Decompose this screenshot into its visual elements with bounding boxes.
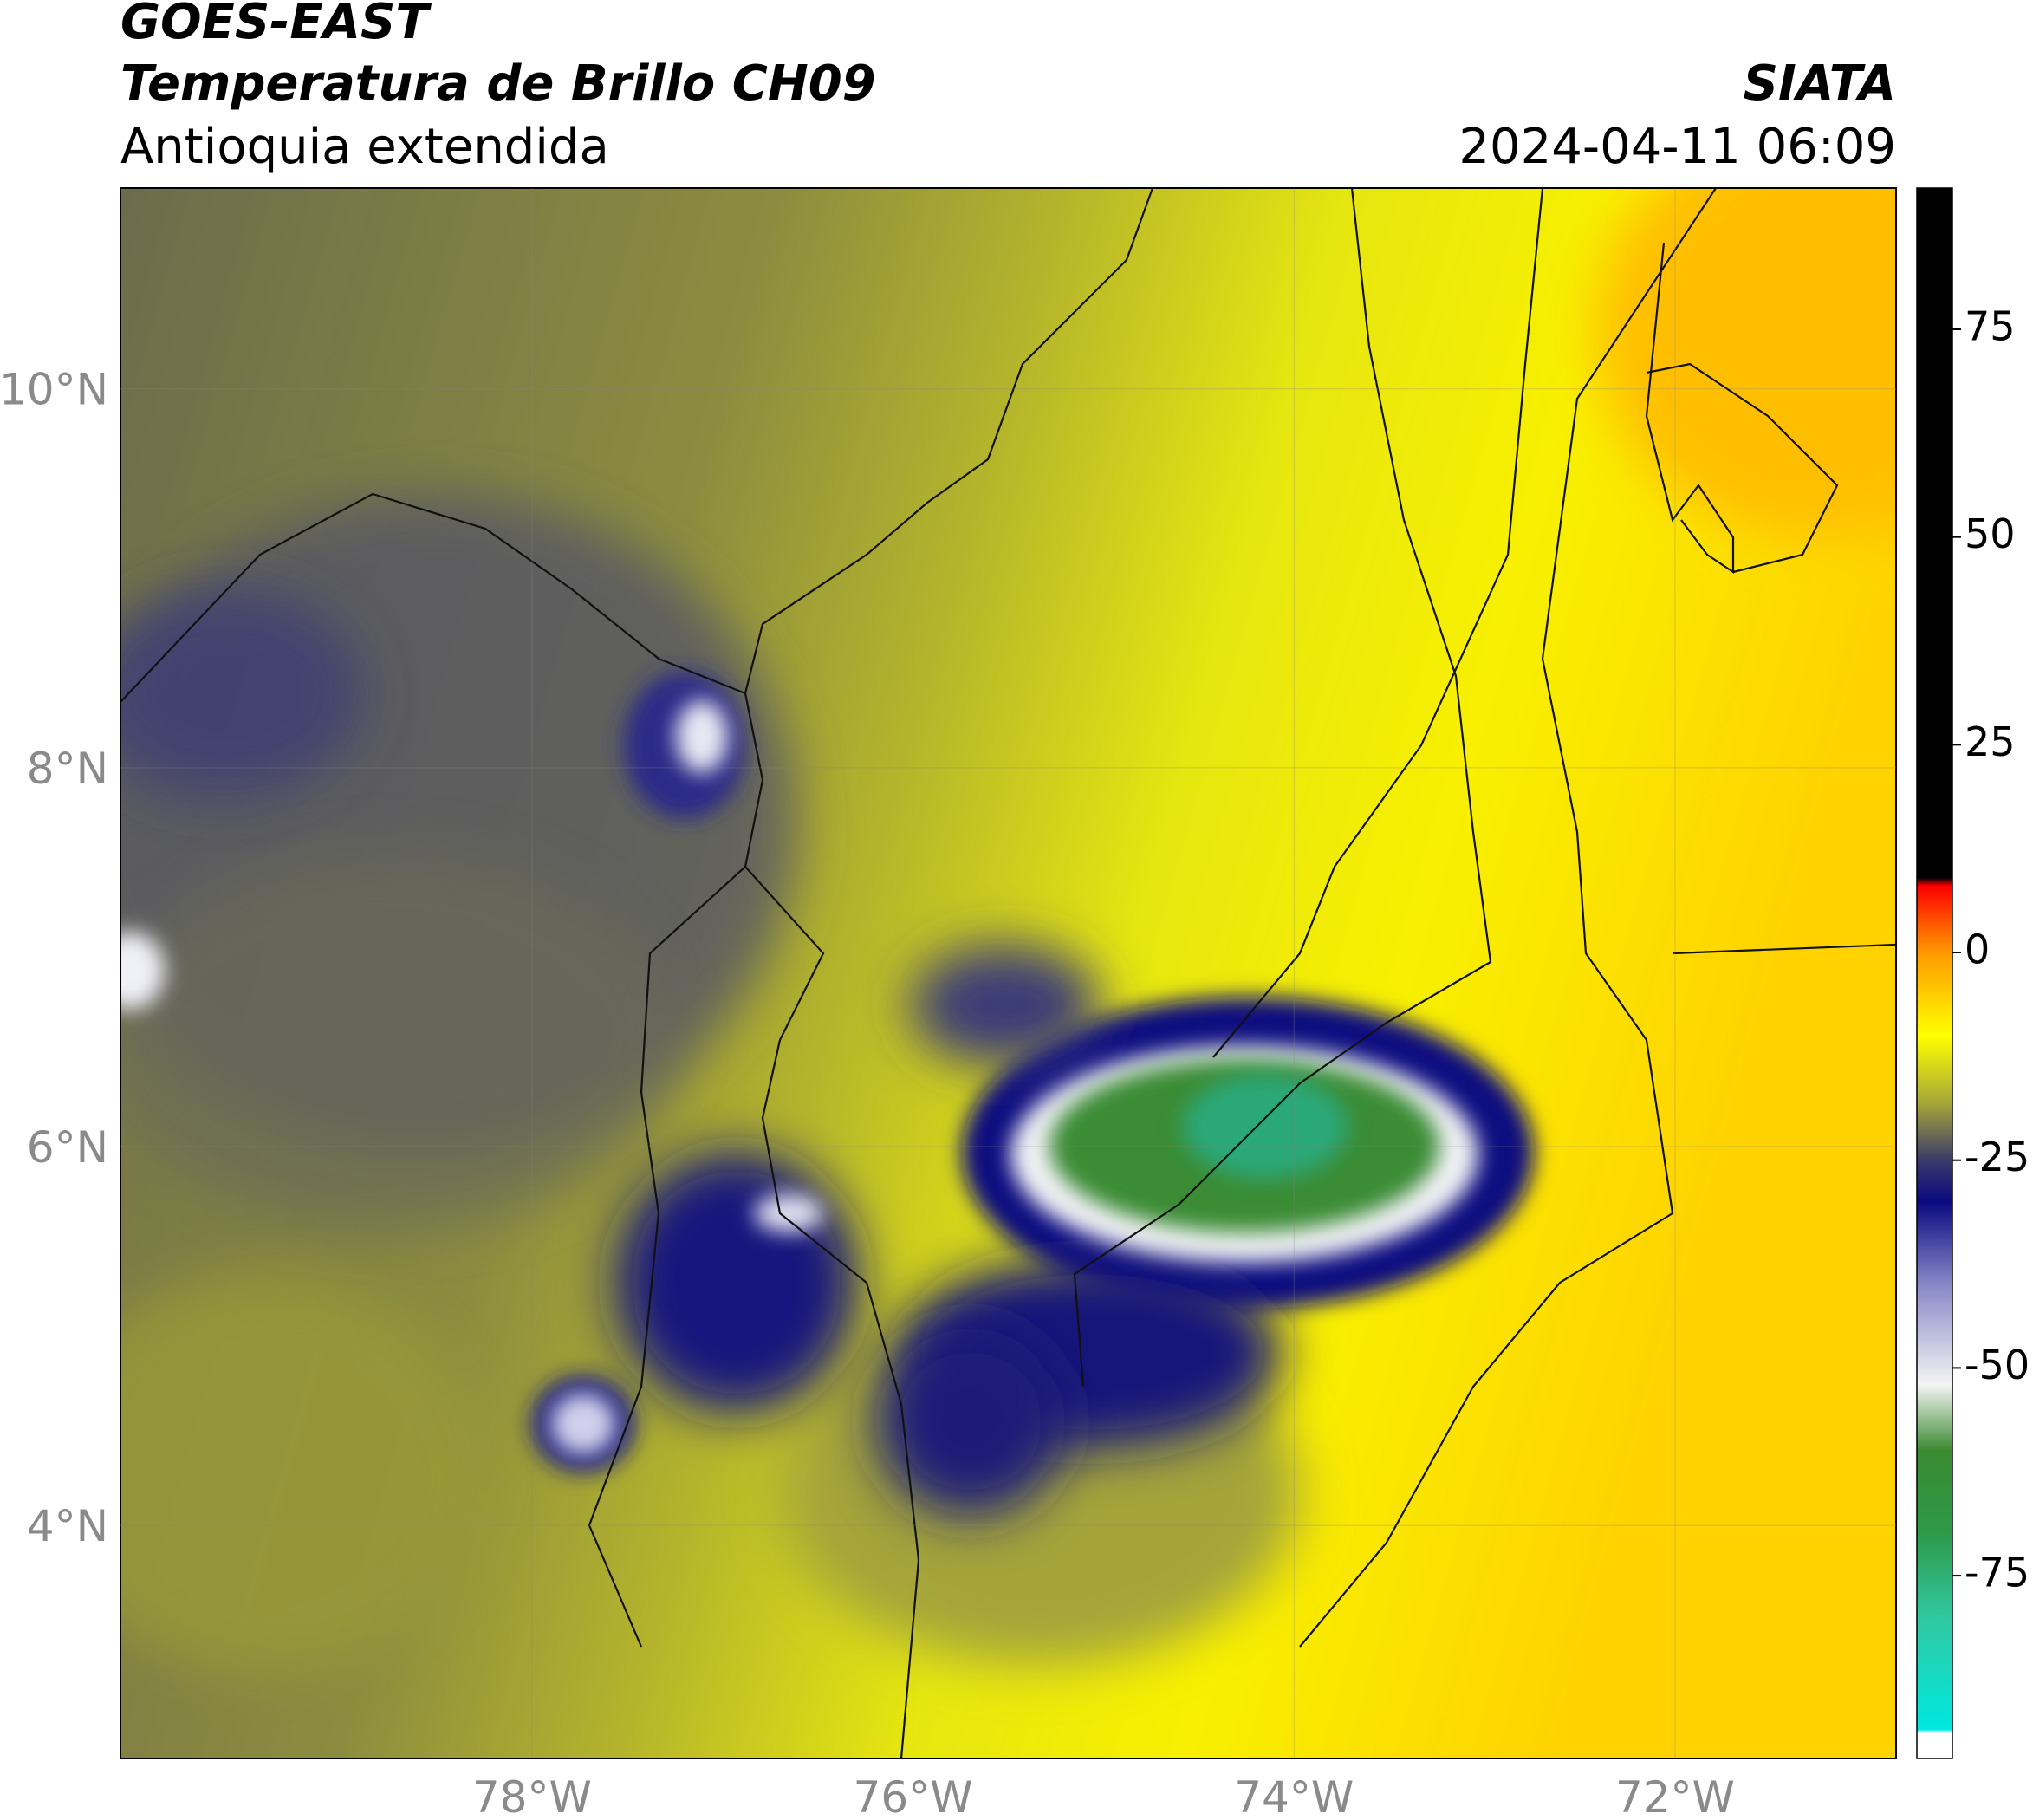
y-tick-label: 4°N <box>27 1501 108 1551</box>
x-tick-label: 78°W <box>472 1772 592 1820</box>
subtitle: Temperatura de Brillo CH09 <box>120 55 876 112</box>
colorbar-tick-label: -75 <box>1965 1550 2030 1596</box>
x-tick-label: 72°W <box>1615 1772 1735 1820</box>
x-tick-label: 74°W <box>1234 1772 1354 1820</box>
x-tick-label: 76°W <box>854 1772 973 1820</box>
colorbar-tick-label: 0 <box>1965 926 1990 973</box>
satellite-image <box>120 188 1896 1758</box>
y-tick-label: 8°N <box>27 744 108 794</box>
colorbar-tick-label: -50 <box>1965 1342 2030 1388</box>
y-tick-label: 6°N <box>27 1122 108 1173</box>
y-tick-label: 10°N <box>0 365 108 415</box>
colorbar <box>1916 187 1953 1759</box>
colorbar-tick-label: 25 <box>1965 718 2016 765</box>
colorbar-tick-label: -25 <box>1965 1134 2030 1180</box>
title: GOES-EAST <box>120 0 432 50</box>
datetime: 2024-04-11 06:09 <box>1458 119 1896 175</box>
source: SIATA <box>1744 55 1896 112</box>
map-frame <box>120 187 1897 1759</box>
colorbar-tick-label: 75 <box>1965 302 2016 349</box>
colorbar-tick-label: 50 <box>1965 510 2016 557</box>
region: Antioquia extendida <box>120 119 609 175</box>
